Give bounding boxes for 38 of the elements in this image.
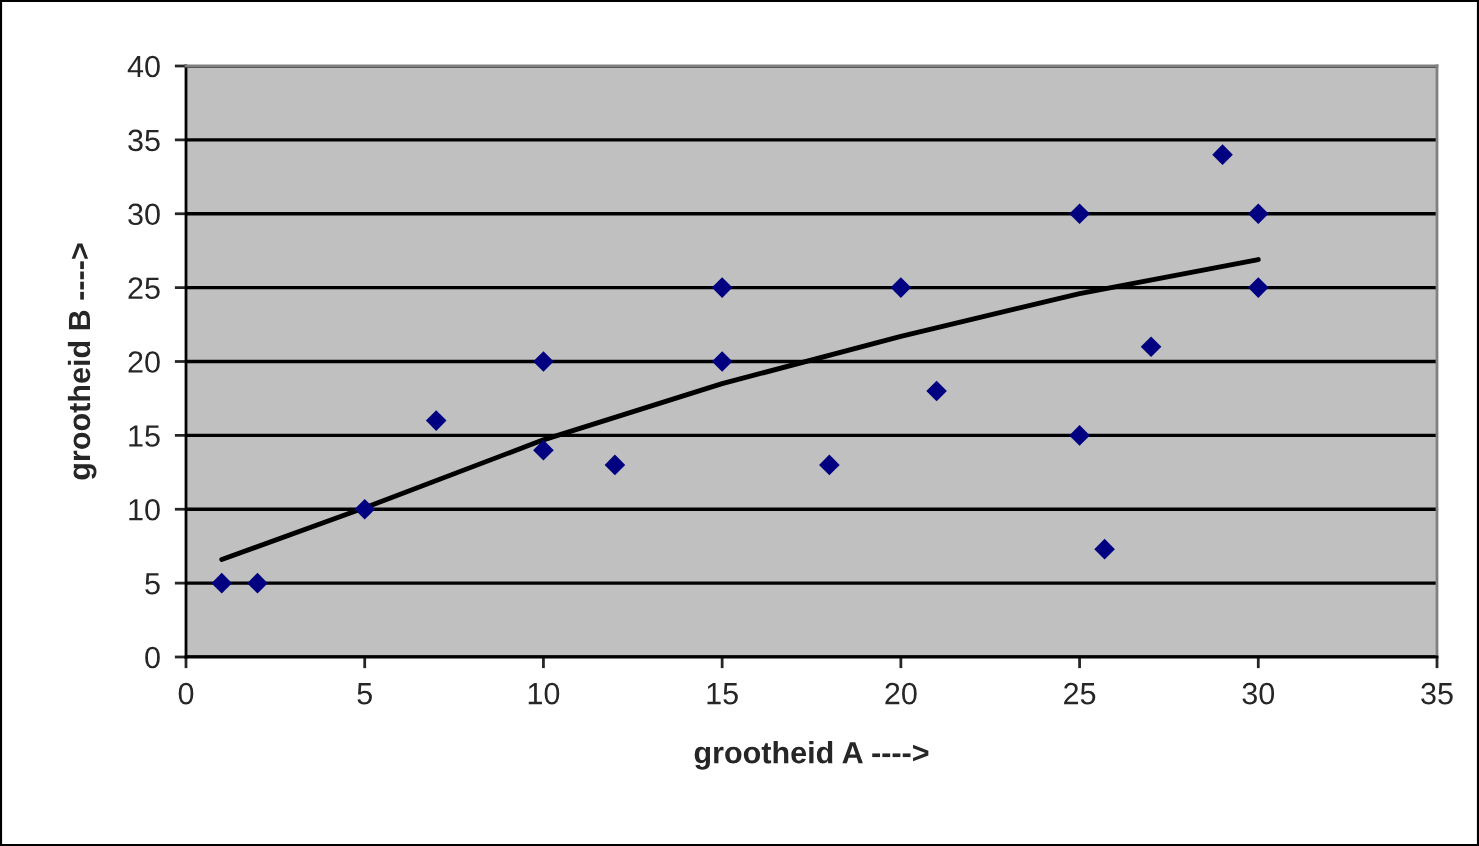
point: [711, 277, 733, 298]
point: [1140, 336, 1162, 358]
point: [533, 351, 554, 372]
point: [1069, 425, 1090, 446]
point: [211, 572, 233, 594]
point: [1069, 203, 1090, 225]
point: [1247, 277, 1269, 298]
y-tick-label: 10: [129, 498, 160, 521]
y-tick-label: 5: [145, 573, 160, 595]
x-tick-label: 0: [178, 682, 194, 705]
y-tick-label: 30: [128, 203, 160, 226]
x-tick-label: 35: [1421, 682, 1453, 705]
point: [425, 410, 447, 431]
point: [354, 498, 376, 520]
y-tick-label: 15: [129, 425, 160, 447]
point: [819, 454, 840, 476]
x-axis-title: grootheid A ---->: [694, 741, 929, 770]
x-tick-label: 15: [707, 683, 738, 705]
x-tick-label: 20: [885, 682, 917, 705]
x-tick-label: 25: [1064, 682, 1096, 705]
y-tick-label: 35: [128, 129, 160, 152]
point: [247, 572, 268, 594]
point: [604, 454, 626, 476]
point: [711, 351, 733, 372]
y-tick-label: 25: [128, 277, 160, 299]
x-tick-label: 30: [1242, 682, 1275, 705]
y-tick-label: 20: [128, 351, 160, 373]
point: [1094, 538, 1115, 560]
point: [533, 439, 554, 461]
point: [1247, 203, 1269, 225]
y-tick-label: 0: [145, 646, 160, 669]
point: [890, 277, 912, 298]
y-axis-title: grootheid B ---->: [67, 243, 97, 480]
point: [1212, 144, 1233, 165]
x-tick-label: 5: [357, 683, 372, 705]
y-tick-label: 40: [127, 55, 160, 78]
point: [926, 380, 947, 402]
x-tick-label: 10: [528, 682, 560, 705]
